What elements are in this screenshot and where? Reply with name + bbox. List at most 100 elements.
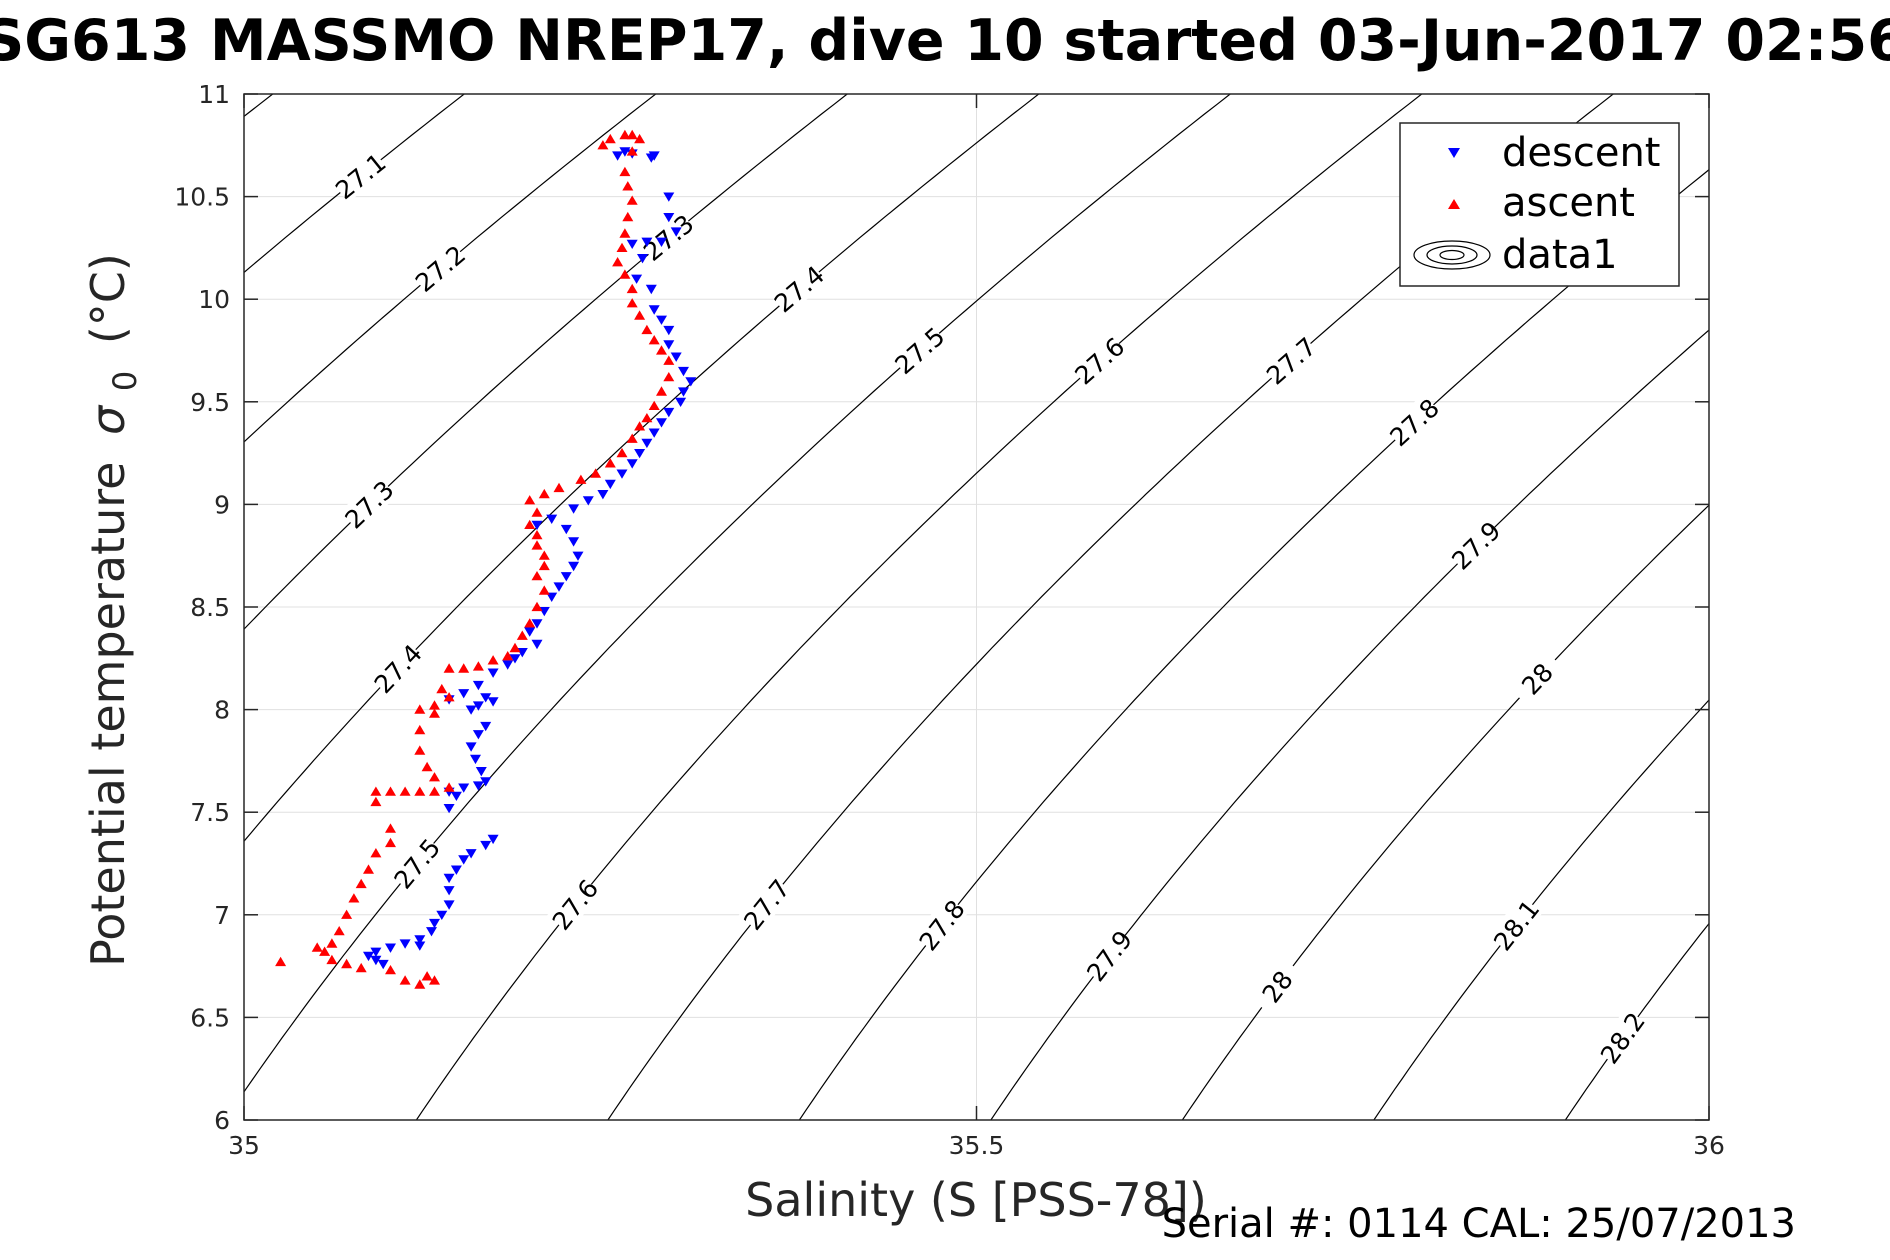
ascent-point — [663, 355, 675, 365]
ascent-point — [604, 458, 616, 468]
descent-point — [656, 418, 667, 428]
ascent-point — [348, 893, 360, 903]
descent-point — [443, 804, 455, 814]
contour-label: 28 — [1508, 649, 1565, 707]
descent-point — [414, 935, 426, 945]
ascent-point — [443, 692, 455, 702]
descent-point — [597, 490, 609, 500]
descent-point — [458, 689, 470, 699]
ascent-point — [619, 166, 631, 177]
ascent-point — [355, 878, 367, 889]
ascent-point — [326, 954, 338, 965]
ascent-point — [363, 864, 374, 874]
contour-label-bg — [1261, 332, 1320, 388]
ascent-point — [619, 129, 631, 140]
descent-point — [648, 151, 660, 161]
ascent-point — [458, 663, 470, 673]
descent-point — [678, 366, 689, 377]
descent-point — [450, 791, 462, 801]
ascent-point — [648, 400, 660, 410]
descent-point — [560, 524, 572, 535]
legend-ascent-label: ascent — [1502, 180, 1635, 226]
descent-point — [385, 943, 396, 953]
legend: descent ascent data1 — [1399, 122, 1680, 287]
descent-point — [480, 693, 492, 703]
ascent-point — [538, 560, 550, 571]
ascent-point — [648, 335, 660, 345]
descent-point — [516, 648, 528, 658]
data-series — [275, 129, 697, 989]
y-axis-label: Potential temperature — [81, 462, 135, 967]
contour-label-bg — [738, 874, 794, 933]
ascent-point — [538, 585, 550, 595]
ascent-point — [414, 786, 426, 796]
isopycnal-line — [1181, 504, 1709, 1120]
legend-descent-marker — [1448, 148, 1460, 158]
descent-point — [678, 387, 689, 397]
ascent-point — [524, 519, 536, 529]
ascent-point — [502, 651, 514, 661]
isopycnal-line — [244, 94, 1231, 1093]
y-tick-label: 6 — [214, 1106, 230, 1135]
descent-point — [663, 340, 675, 350]
ascent-point — [341, 909, 353, 919]
descent-point — [572, 551, 584, 561]
descent-point — [480, 840, 492, 851]
descent-point — [546, 592, 558, 602]
descent-point — [480, 777, 492, 787]
ascent-point — [487, 655, 499, 665]
series-descent — [363, 147, 697, 970]
descent-point — [426, 927, 437, 937]
descent-point — [363, 951, 374, 962]
descent-point — [648, 428, 660, 438]
ascent-point — [414, 745, 426, 755]
descent-point — [631, 274, 643, 284]
descent-point — [560, 572, 572, 582]
ascent-point — [355, 962, 367, 973]
y-tick-label: 7 — [214, 901, 230, 930]
ascent-point — [553, 482, 565, 493]
ascent-point — [385, 823, 396, 833]
descent-point — [553, 582, 565, 592]
ascent-point — [370, 796, 382, 807]
descent-point — [604, 479, 616, 490]
contour-label-bg — [1384, 393, 1443, 450]
descent-point — [450, 865, 462, 875]
x-tick-label: 35 — [228, 1131, 260, 1160]
ascent-point — [326, 938, 338, 948]
descent-point — [670, 352, 682, 362]
descent-point — [502, 660, 514, 670]
ascent-point — [429, 772, 440, 782]
descent-point — [470, 754, 481, 765]
legend-contour-icon — [1413, 240, 1491, 270]
ascent-point — [429, 786, 440, 796]
descent-point — [399, 939, 411, 949]
ascent-point — [341, 958, 353, 969]
descent-point — [443, 900, 455, 910]
series-ascent — [275, 129, 675, 989]
isopycnal-line — [244, 94, 274, 118]
descent-point — [487, 668, 499, 678]
descent-point — [546, 514, 558, 524]
descent-point — [663, 325, 675, 336]
ascent-point — [616, 447, 628, 458]
descent-point — [509, 654, 521, 664]
contour-label-bg — [388, 833, 444, 892]
ascent-point — [531, 530, 543, 540]
ascent-point — [641, 324, 653, 335]
descent-point — [582, 496, 594, 506]
descent-point — [472, 701, 484, 711]
ascent-point — [626, 298, 638, 308]
descent-point — [531, 520, 543, 531]
descent-point — [626, 239, 638, 249]
ascent-point — [656, 345, 667, 355]
isopycnal-line — [1564, 922, 1709, 1120]
y-axis-title: Potential temperature σ 0 (°C) — [81, 253, 147, 967]
descent-point — [612, 151, 624, 161]
ascent-point — [575, 474, 587, 484]
isopycnal-line — [244, 94, 1040, 843]
ascent-point — [524, 495, 536, 505]
ascent-point — [626, 195, 638, 205]
ascent-point — [436, 683, 448, 694]
descent-point — [458, 783, 470, 793]
